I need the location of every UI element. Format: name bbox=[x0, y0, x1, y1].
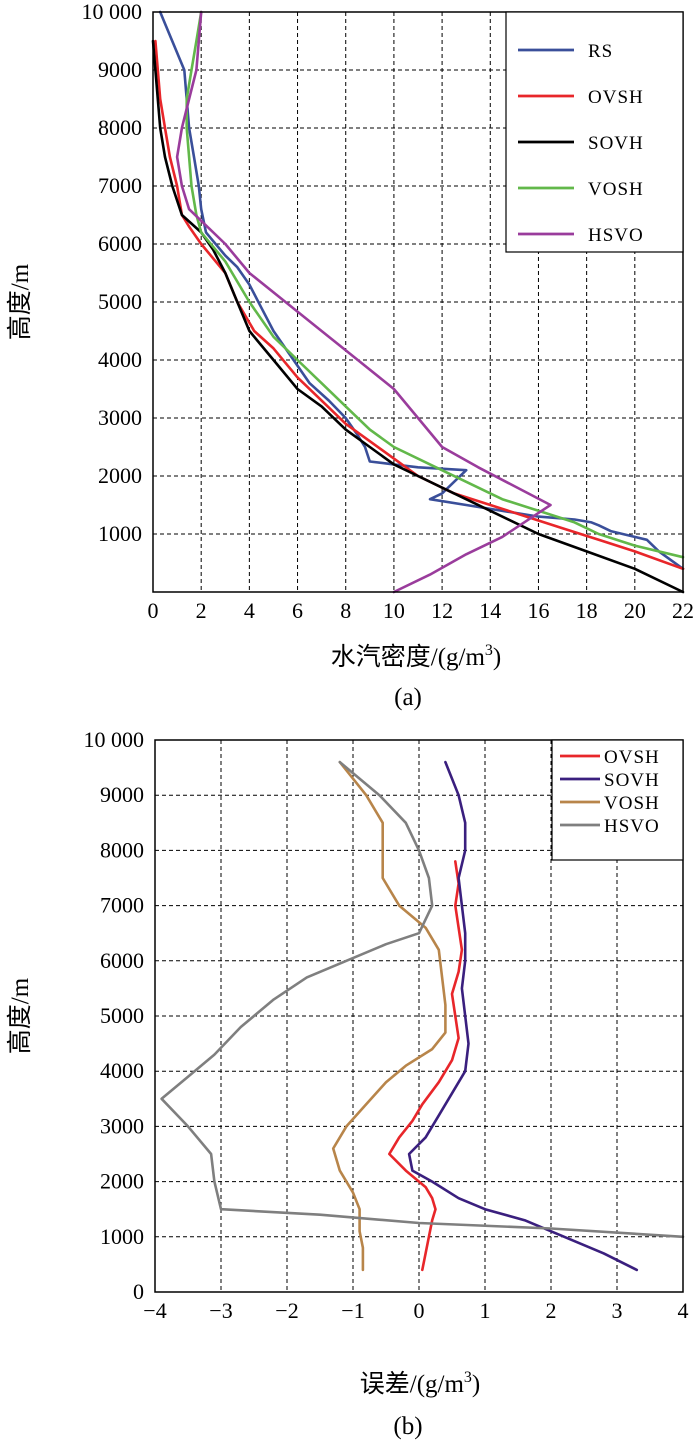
panel-b: −4 −3 −2 −1 0 1 2 3 4 0 1000 2000 3000 4000 5000 6000 7… bbox=[6, 727, 689, 1440]
x-tick-label: 8 bbox=[340, 598, 351, 623]
x-tick-label: 4 bbox=[678, 1298, 689, 1323]
caption-a: (a) bbox=[394, 684, 422, 711]
x-tick-label: −4 bbox=[143, 1298, 166, 1323]
series-line-ovsh bbox=[387, 860, 464, 1272]
x-tick-label: 4 bbox=[244, 598, 255, 623]
legend-label: RS bbox=[588, 41, 613, 62]
y-tick-label: 2000 bbox=[100, 1169, 144, 1194]
legend-label: SOVH bbox=[604, 770, 660, 791]
series-lines bbox=[160, 760, 685, 1272]
x-tick-labels: −4 −3 −2 −1 0 1 2 3 4 bbox=[143, 1298, 688, 1323]
legend-box bbox=[551, 739, 684, 861]
y-tick-label: 8000 bbox=[100, 837, 144, 862]
legend-label: SOVH bbox=[588, 133, 644, 154]
x-tick-label: 16 bbox=[527, 598, 549, 623]
series-line-sovh bbox=[407, 760, 639, 1272]
x-axis-label: 误差/(g/m3) bbox=[360, 1369, 481, 1398]
x-tick-label: 18 bbox=[576, 598, 598, 623]
x-tick-label: 6 bbox=[292, 598, 303, 623]
series-line-hsvo bbox=[175, 10, 552, 594]
x-tick-labels: 0 2 4 6 8 10 12 14 16 18 20 22 bbox=[148, 598, 695, 623]
y-tick-label: 7000 bbox=[100, 893, 144, 918]
series-line-vosh bbox=[331, 760, 447, 1272]
y-tick-label: 10 000 bbox=[84, 727, 145, 752]
y-tick-label: 5000 bbox=[100, 1003, 144, 1028]
series-line-sovh bbox=[151, 39, 685, 594]
series-line-ovsh bbox=[154, 39, 685, 571]
y-tick-label: 10 000 bbox=[82, 0, 143, 24]
y-tick-labels: 1000 2000 3000 4000 5000 6000 7000 8000 9000 10 0… bbox=[82, 0, 143, 546]
series-line-vosh bbox=[185, 10, 685, 559]
plot-frame bbox=[152, 11, 684, 593]
legend-label: HSVO bbox=[588, 225, 644, 246]
x-tick-label: 2 bbox=[546, 1298, 557, 1323]
legend-label: VOSH bbox=[588, 179, 644, 200]
x-tick-label: 22 bbox=[672, 598, 694, 623]
y-tick-label: 7000 bbox=[98, 173, 142, 198]
x-tick-label: 20 bbox=[624, 598, 646, 623]
y-tick-label: 3000 bbox=[98, 405, 142, 430]
legend-label: VOSH bbox=[604, 793, 660, 814]
y-tick-label: 5000 bbox=[98, 289, 142, 314]
legend-box bbox=[505, 11, 684, 253]
y-tick-label: 2000 bbox=[98, 463, 142, 488]
x-tick-label: 12 bbox=[431, 598, 453, 623]
y-tick-label: 8000 bbox=[98, 115, 142, 140]
x-tick-label: 3 bbox=[612, 1298, 623, 1323]
series-lines bbox=[151, 10, 685, 594]
legend-label: HSVO bbox=[604, 816, 660, 837]
x-tick-label: 0 bbox=[414, 1298, 425, 1323]
y-tick-label: 1000 bbox=[98, 521, 142, 546]
x-tick-label: 14 bbox=[479, 598, 501, 623]
y-tick-labels: 0 1000 2000 3000 4000 5000 6000 7000 8000 9000 10 … bbox=[84, 727, 145, 1304]
y-tick-label: 0 bbox=[133, 1279, 144, 1304]
y-tick-label: 4000 bbox=[100, 1058, 144, 1083]
x-tick-label: −1 bbox=[341, 1298, 364, 1323]
x-tick-label: 1 bbox=[480, 1298, 491, 1323]
x-tick-label: 10 bbox=[383, 598, 405, 623]
legend: RS OVSH SOVH VOSH HSVO bbox=[505, 11, 684, 253]
legend-label: OVSH bbox=[604, 747, 660, 768]
y-tick-label: 3000 bbox=[100, 1113, 144, 1138]
plot-frame bbox=[154, 739, 684, 1293]
y-axis-label: 高度/m bbox=[6, 977, 34, 1054]
y-tick-label: 6000 bbox=[98, 231, 142, 256]
x-tick-label: −3 bbox=[209, 1298, 232, 1323]
y-tick-label: 9000 bbox=[98, 57, 142, 82]
x-tick-label: 0 bbox=[148, 598, 159, 623]
series-line-hsvo bbox=[160, 760, 685, 1239]
x-axis-label: 水汽密度/(g/m3) bbox=[331, 642, 502, 671]
panel-a: 0 2 4 6 8 10 12 14 16 18 20 22 1000 2000 3000 4000 5000… bbox=[6, 0, 694, 711]
y-tick-label: 4000 bbox=[98, 347, 142, 372]
y-axis-label: 高度/m bbox=[6, 263, 34, 340]
y-tick-label: 9000 bbox=[100, 782, 144, 807]
y-tick-label: 6000 bbox=[100, 948, 144, 973]
legend-label: OVSH bbox=[588, 87, 644, 108]
x-tick-label: 2 bbox=[196, 598, 207, 623]
y-tick-label: 1000 bbox=[100, 1224, 144, 1249]
x-tick-label: −2 bbox=[275, 1298, 298, 1323]
caption-b: (b) bbox=[393, 1413, 422, 1440]
